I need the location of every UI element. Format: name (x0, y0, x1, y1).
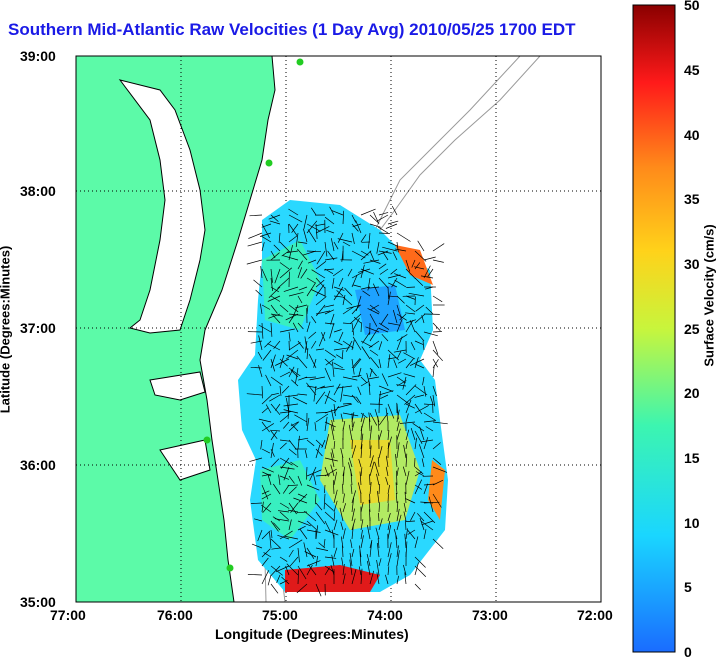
colorbar-tick: 10 (684, 515, 700, 531)
colorbar (633, 5, 675, 652)
colorbar-tick: 0 (684, 644, 692, 660)
colorbar-tick: 45 (684, 62, 700, 78)
x-axis-label: Longitude (Degrees:Minutes) (215, 626, 409, 642)
y-tick: 37:00 (20, 320, 56, 336)
y-tick: 36:00 (20, 457, 56, 473)
station-marker (227, 565, 234, 572)
velocity-arrow (406, 287, 415, 288)
x-tick: 75:00 (262, 607, 298, 623)
colorbar-tick: 35 (684, 191, 700, 207)
velocity-arrow (415, 458, 416, 467)
x-tick: 76:00 (157, 607, 193, 623)
colorbar-label: Surface Velocity (cm/s) (702, 221, 717, 371)
colorbar-tick: 15 (684, 450, 700, 466)
colorbar-tick: 25 (684, 321, 700, 337)
colorbar-tick: 30 (684, 256, 700, 272)
y-tick: 38:00 (20, 183, 56, 199)
velocity-arrow (343, 484, 344, 494)
y-tick: 39:00 (20, 48, 56, 64)
y-tick: 35:00 (20, 594, 56, 610)
velocity-arrow (379, 233, 390, 234)
x-tick: 73:00 (472, 607, 508, 623)
velocity-arrow (388, 443, 389, 459)
station-marker (297, 59, 304, 66)
x-tick: 72:00 (577, 607, 613, 623)
y-axis-label: Latitude (Degrees:Minutes) (0, 245, 13, 415)
colorbar-tick: 20 (684, 385, 700, 401)
colorbar-tick: 50 (684, 0, 700, 13)
velocity-arrow (370, 474, 371, 485)
station-marker (266, 160, 273, 167)
x-tick: 74:00 (367, 607, 403, 623)
colorbar-tick: 5 (684, 579, 692, 595)
station-marker (204, 437, 211, 444)
velocity-arrow (433, 332, 442, 333)
colorbar-tick: 40 (684, 127, 700, 143)
